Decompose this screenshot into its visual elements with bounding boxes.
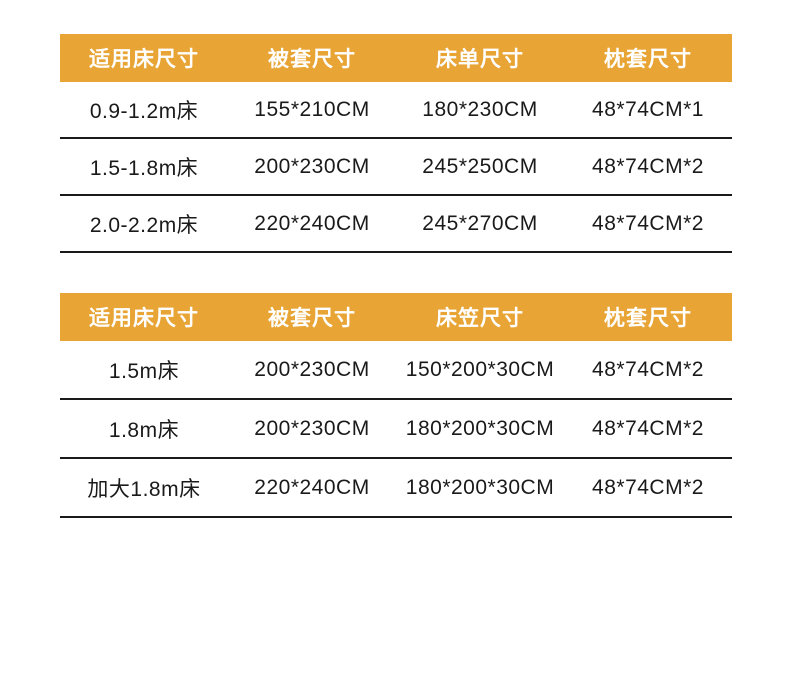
table-row: 1.5m床 200*230CM 150*200*30CM 48*74CM*2 — [60, 341, 732, 400]
table-cell: 245*270CM — [396, 195, 564, 253]
table-cell: 1.5-1.8m床 — [60, 138, 228, 196]
table-cell: 150*200*30CM — [396, 341, 564, 400]
size-chart: 适用床尺寸 被套尺寸 床单尺寸 枕套尺寸 0.9-1.2m床 155*210CM 180*2… — [60, 34, 732, 518]
table-cell: 200*230CM — [228, 399, 396, 459]
bed-sheet-size-table: 适用床尺寸 被套尺寸 床单尺寸 枕套尺寸 0.9-1.2m床 155*210CM 180*2… — [60, 34, 732, 253]
table-cell: 48*74CM*2 — [564, 399, 732, 459]
column-header: 被套尺寸 — [228, 34, 396, 82]
column-header: 床笠尺寸 — [396, 293, 564, 341]
fitted-sheet-size-table: 适用床尺寸 被套尺寸 床笠尺寸 枕套尺寸 1.5m床 200*230CM 150*200*3… — [60, 293, 732, 518]
table-cell: 180*200*30CM — [396, 458, 564, 518]
column-header: 适用床尺寸 — [60, 34, 228, 82]
table-cell: 220*240CM — [228, 458, 396, 518]
table-cell: 220*240CM — [228, 195, 396, 253]
table-cell: 1.5m床 — [60, 341, 228, 400]
table-row: 加大1.8m床 220*240CM 180*200*30CM 48*74CM*2 — [60, 458, 732, 518]
table-cell: 48*74CM*2 — [564, 195, 732, 253]
table-cell: 155*210CM — [228, 82, 396, 139]
column-header: 枕套尺寸 — [564, 293, 732, 341]
table-cell: 2.0-2.2m床 — [60, 195, 228, 253]
table-cell: 180*200*30CM — [396, 399, 564, 459]
header-row: 适用床尺寸 被套尺寸 床单尺寸 枕套尺寸 — [60, 34, 732, 82]
table-cell: 1.8m床 — [60, 399, 228, 459]
header-row: 适用床尺寸 被套尺寸 床笠尺寸 枕套尺寸 — [60, 293, 732, 341]
table-cell: 180*230CM — [396, 82, 564, 139]
table-row: 2.0-2.2m床 220*240CM 245*270CM 48*74CM*2 — [60, 195, 732, 253]
table-cell: 48*74CM*2 — [564, 341, 732, 400]
table-cell: 0.9-1.2m床 — [60, 82, 228, 139]
table-row: 0.9-1.2m床 155*210CM 180*230CM 48*74CM*1 — [60, 82, 732, 139]
table-cell: 48*74CM*2 — [564, 138, 732, 196]
table-cell: 245*250CM — [396, 138, 564, 196]
table-cell: 加大1.8m床 — [60, 458, 228, 518]
table-row: 1.5-1.8m床 200*230CM 245*250CM 48*74CM*2 — [60, 138, 732, 196]
table-cell: 48*74CM*1 — [564, 82, 732, 139]
column-header: 床单尺寸 — [396, 34, 564, 82]
column-header: 被套尺寸 — [228, 293, 396, 341]
table-cell: 200*230CM — [228, 341, 396, 400]
column-header: 适用床尺寸 — [60, 293, 228, 341]
table-row: 1.8m床 200*230CM 180*200*30CM 48*74CM*2 — [60, 399, 732, 459]
table-cell: 200*230CM — [228, 138, 396, 196]
column-header: 枕套尺寸 — [564, 34, 732, 82]
table-cell: 48*74CM*2 — [564, 458, 732, 518]
